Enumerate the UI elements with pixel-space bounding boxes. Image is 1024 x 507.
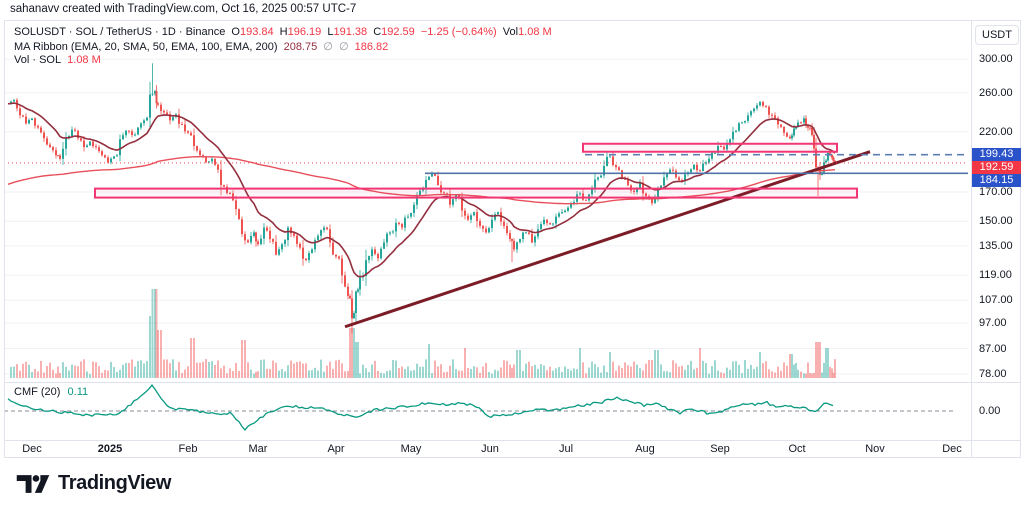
change-value: −1.25 (−0.64%) <box>420 26 497 38</box>
tradingview-logo-icon <box>16 474 50 493</box>
open-value: 193.84 <box>239 26 274 38</box>
price-tick-label: 97.00 <box>979 317 1007 330</box>
price-tick-label: 220.00 <box>979 125 1013 138</box>
cmf-legend-row[interactable]: CMF (20) 0.11 <box>14 386 88 398</box>
ma-ribbon-title: MA Ribbon (EMA, 20, SMA, 50, EMA, 100, E… <box>14 41 278 53</box>
chart-frame <box>4 20 1021 458</box>
price-tick-label: 260.00 <box>979 86 1013 99</box>
time-tick-label: Mar <box>248 443 268 455</box>
time-tick-label: Aug <box>635 443 655 455</box>
time-tick-label: Dec <box>22 443 42 455</box>
price-tick-label: 107.00 <box>979 294 1013 307</box>
cmf-title: CMF (20) <box>14 386 61 398</box>
time-tick-label: 2025 <box>97 443 123 455</box>
hidden-series-icon: ∅ <box>323 41 333 53</box>
horizontal-level-lines[interactable] <box>4 153 968 175</box>
price-level-badge: 192.59 <box>972 161 1021 175</box>
high-label: H <box>279 26 288 38</box>
high-value: 196.19 <box>287 26 322 38</box>
price-axis[interactable]: 300.00 260.00 220.00 170.00 150.00 135.00 119.… <box>972 20 1024 458</box>
price-level-badge: 184.15 <box>972 174 1021 188</box>
cmf-zero-label: 0.00 <box>979 405 1001 417</box>
hidden-series-icon: ∅ <box>338 41 349 53</box>
low-label: L <box>327 26 334 38</box>
volume-bars <box>10 289 836 378</box>
legend-volume-row[interactable]: Vol · SOL 1.08 M <box>14 54 104 66</box>
open-label: O <box>231 26 240 38</box>
volume-value: 1.08 M <box>518 26 552 38</box>
ema200-value: 186.82 <box>354 41 389 53</box>
time-tick-label: Jul <box>558 443 574 455</box>
volume-label: Vol <box>502 26 519 38</box>
close-value: 192.59 <box>381 26 415 38</box>
cmf-value: 0.11 <box>67 386 89 398</box>
attribution-text: sahanavv created with TradingView.com, O… <box>10 3 357 15</box>
price-tick-label: 119.00 <box>979 269 1012 282</box>
ema20-value: 208.75 <box>283 41 318 53</box>
cmf-indicator-line <box>4 384 955 431</box>
time-tick-label: May <box>400 443 422 455</box>
price-tick-label: 135.00 <box>979 239 1013 252</box>
low-value: 191.38 <box>333 26 368 38</box>
ma-ribbon-lines <box>7 102 836 278</box>
time-tick-label: Apr <box>327 443 345 455</box>
price-tick-label: 150.00 <box>979 215 1013 228</box>
time-tick-label: Nov <box>865 443 885 455</box>
time-tick-label: Oct <box>788 443 806 455</box>
price-level-badge: 199.43 <box>972 148 1021 162</box>
price-tick-label: 170.00 <box>979 186 1013 199</box>
price-tick-label: 300.00 <box>979 53 1013 66</box>
legend-symbol-row[interactable]: SOLUSDT · SOL / TetherUS · 1D · Binance … <box>14 26 555 38</box>
time-tick-label: Jun <box>481 443 499 455</box>
vol-sol-value: 1.08 M <box>67 54 101 66</box>
time-tick-label: Feb <box>178 443 198 455</box>
supply-demand-boxes[interactable] <box>94 142 858 199</box>
time-tick-label: Dec <box>942 443 962 455</box>
symbol-title: SOLUSDT · SOL / TetherUS · 1D · Binance <box>14 26 226 38</box>
vol-sol-title: Vol · SOL <box>14 54 62 66</box>
time-tick-label: Sep <box>710 443 730 455</box>
currency-toggle-button[interactable]: USDT <box>975 25 1019 45</box>
time-axis[interactable]: Dec 2025 Feb Mar Apr May Jun Jul Aug Sep Oct Nov Dec <box>0 440 971 458</box>
price-tick-label: 87.00 <box>979 342 1007 355</box>
legend-ma-ribbon-row[interactable]: MA Ribbon (EMA, 20, SMA, 50, EMA, 100, E… <box>14 40 391 53</box>
tradingview-footer-logo[interactable]: TradingView <box>16 472 171 495</box>
ascending-trendline[interactable] <box>344 150 871 329</box>
price-gridlines <box>4 58 968 375</box>
close-label: C <box>373 26 382 38</box>
price-tick-label: 78.00 <box>979 368 1007 381</box>
brand-name: TradingView <box>58 472 172 494</box>
